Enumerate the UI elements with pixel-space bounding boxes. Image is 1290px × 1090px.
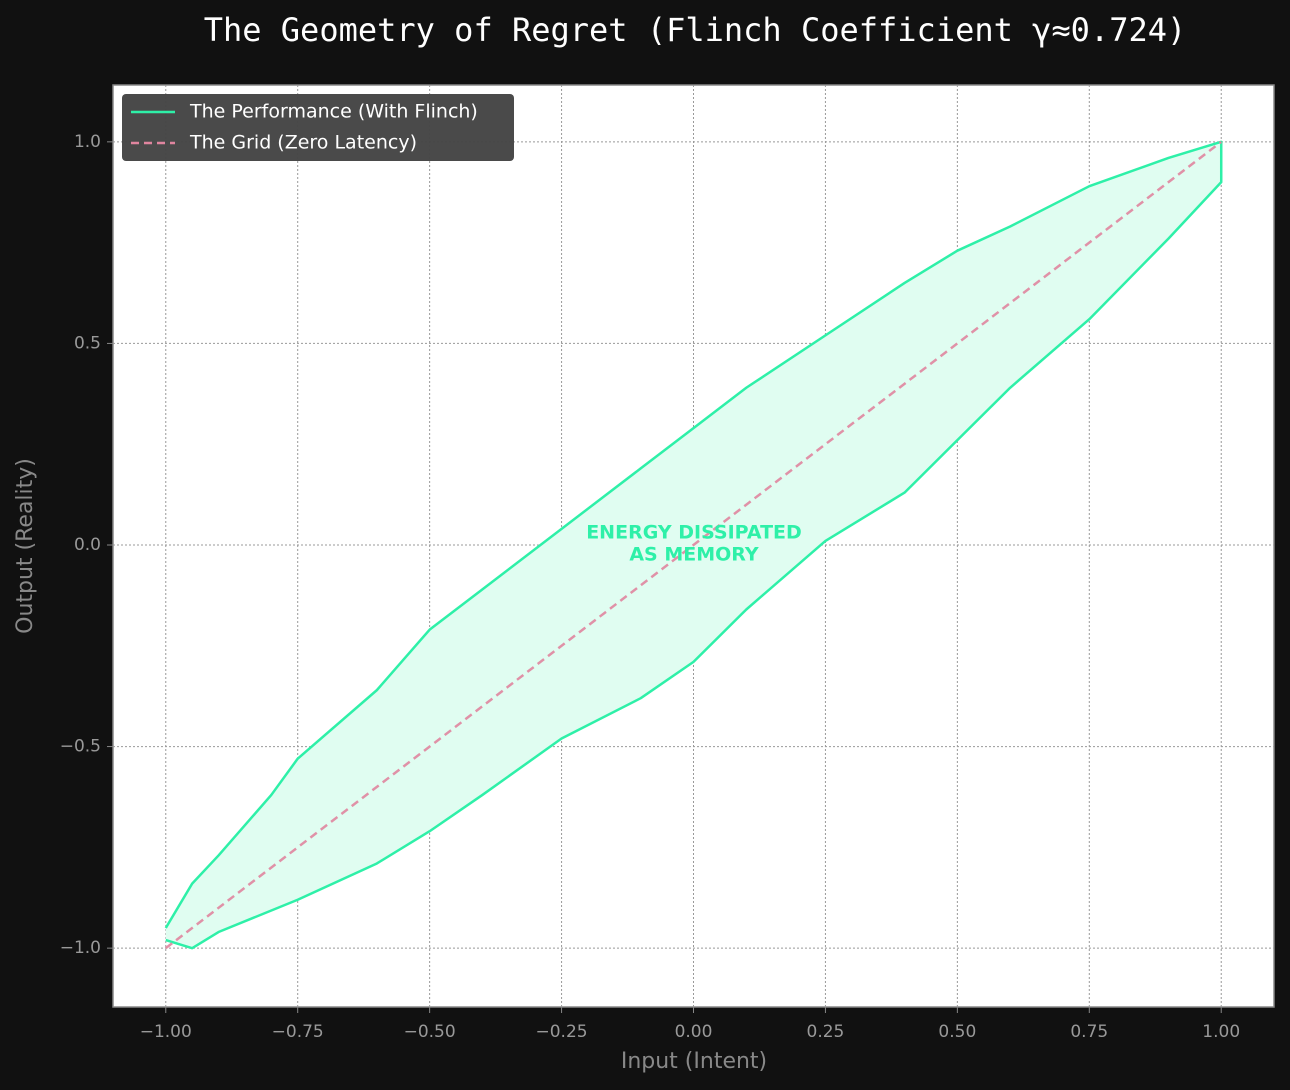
chart-title: The Geometry of Regret (Flinch Coefficie…: [204, 11, 1187, 49]
y-tick-label: 1.0: [74, 132, 101, 152]
x-tick-label: 0.50: [938, 1022, 976, 1042]
y-tick-label: −0.5: [60, 737, 101, 757]
x-tick-label: 0.75: [1070, 1022, 1108, 1042]
x-tick-label: 0.00: [675, 1022, 713, 1042]
legend-label: The Performance (With Flinch): [189, 101, 478, 123]
x-tick-label: −0.75: [272, 1022, 324, 1042]
x-tick-label: −1.00: [140, 1022, 192, 1042]
legend-label: The Grid (Zero Latency): [189, 132, 417, 154]
x-tick-label: 1.00: [1202, 1022, 1240, 1042]
series-line: [164, 140, 1223, 950]
x-tick-label: 0.25: [807, 1022, 845, 1042]
x-tick-label: −0.50: [404, 1022, 456, 1042]
y-tick-label: 0.0: [74, 535, 101, 555]
annotation: AS MEMORY: [629, 544, 759, 566]
legend: The Performance (With Flinch) The Grid (Z…: [122, 94, 514, 161]
x-axis-label: Input (Intent): [621, 1049, 767, 1074]
annotation: ENERGY DISSIPATED: [586, 522, 802, 544]
y-axis-label: Output (Reality): [13, 458, 38, 634]
y-tick-label: 0.5: [74, 333, 101, 353]
x-tick-label: −0.25: [536, 1022, 588, 1042]
series-line: [165, 140, 1222, 950]
legend-box: [122, 94, 514, 161]
y-tick-label: −1.0: [60, 938, 101, 958]
